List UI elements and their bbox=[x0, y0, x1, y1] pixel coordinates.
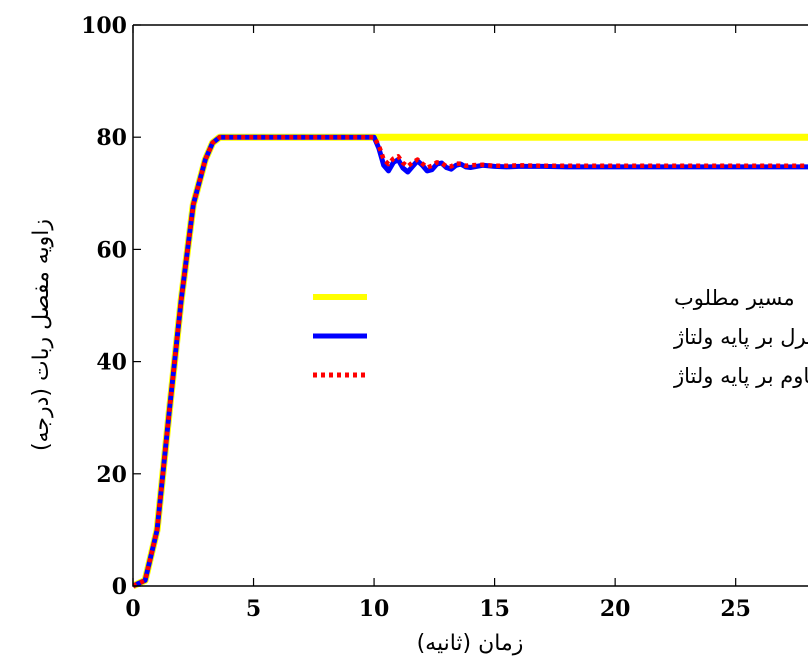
x-tick-label: 0 bbox=[125, 596, 140, 622]
y-tick-label: 20 bbox=[96, 462, 127, 488]
legend: مسیر مطلوب کنترل بر پایه ولتاژ کنترل مقاوم… bbox=[313, 286, 808, 388]
series-line-2 bbox=[133, 134, 808, 589]
y-tick-label: 0 bbox=[112, 574, 127, 600]
y-tick-label: 80 bbox=[96, 125, 127, 151]
legend-label-3: کنترل مقاوم بر پایه ولتاژ bbox=[673, 364, 808, 388]
y-axis-label: زاویه مفصل ربات (درجه) bbox=[29, 219, 54, 451]
x-tick-label: 25 bbox=[720, 596, 751, 622]
x-tick-label: 10 bbox=[359, 596, 390, 622]
ticks-layer: 0 5 10 15 20 25 0 20 40 60 80 100 bbox=[81, 13, 751, 622]
x-axis-label: زمان (ثانیه) bbox=[417, 631, 524, 656]
series-layer bbox=[133, 133, 808, 590]
legend-label-1: مسیر مطلوب bbox=[674, 286, 795, 310]
series-line-1 bbox=[133, 133, 808, 590]
y-tick-label: 100 bbox=[81, 13, 127, 39]
legend-label-2: کنترل بر پایه ولتاژ bbox=[673, 325, 808, 349]
series-line-3 bbox=[133, 134, 808, 589]
x-tick-label: 15 bbox=[479, 596, 510, 622]
x-tick-label: 20 bbox=[600, 596, 631, 622]
y-tick-label: 60 bbox=[96, 237, 127, 263]
x-tick-label: 5 bbox=[246, 596, 261, 622]
y-tick-label: 40 bbox=[96, 350, 127, 376]
